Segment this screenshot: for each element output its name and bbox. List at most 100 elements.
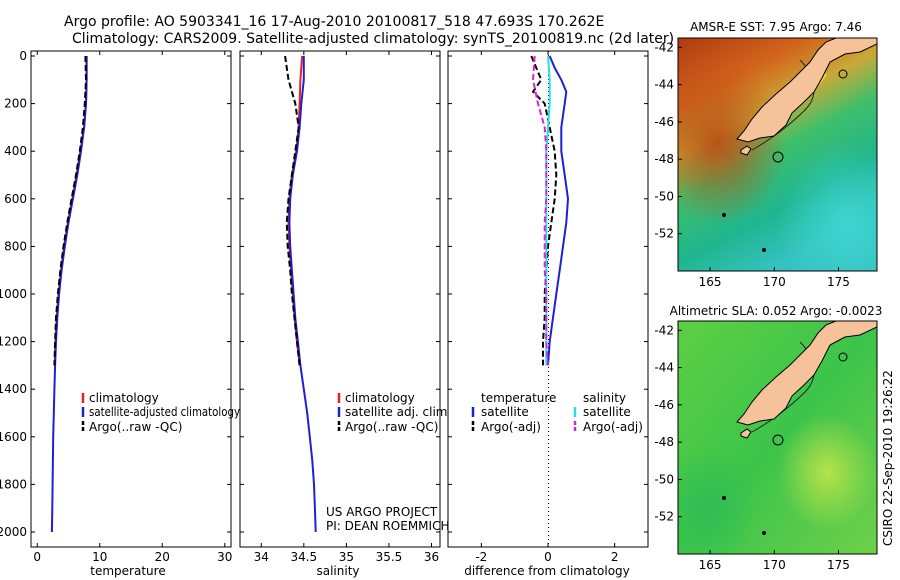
lat-tick-label: -44 <box>654 78 674 92</box>
timestamp: CSIRO 22-Sep-2010 19:26:22 <box>881 370 895 546</box>
difference-legend: temperature satellite Argo(-adj) salinit… <box>471 391 643 434</box>
sst-dot-2 <box>762 248 766 252</box>
depth-ticks: 0 200 400 600 800 1000 1200 1400 1600 1800 2000 <box>0 49 231 539</box>
temperature-xlabel: temperature <box>90 564 165 578</box>
difference-series <box>530 55 569 366</box>
x-tick-label: 20 <box>155 550 170 564</box>
x-tick-label: 0 <box>544 550 552 564</box>
depth-tick-label: 0 <box>19 49 27 63</box>
lon-tick-label: 165 <box>699 558 722 572</box>
lat-tick-label: -42 <box>654 323 674 337</box>
lon-tick-label: 170 <box>763 558 786 572</box>
x-tick-label: 35.5 <box>376 550 403 564</box>
salinity-axes-box <box>239 50 441 548</box>
lon-tick-label: 165 <box>699 275 722 289</box>
sla-low-patch <box>678 321 877 554</box>
series-satellite-adj-clim- <box>288 56 317 533</box>
series-temperature-argo-adj- <box>530 55 558 366</box>
sla-map-frame <box>677 320 878 555</box>
sla-island-marker <box>838 352 848 362</box>
series-temperature-satellite <box>547 55 569 366</box>
difference-panel: -2 0 2 difference from climatology tempera… <box>447 50 649 578</box>
lat-tick-label: -42 <box>654 40 674 54</box>
lon-tick-label: 175 <box>827 558 850 572</box>
lat-tick-label: -46 <box>654 115 674 129</box>
title-line-2: Climatology: CARS2009. Satellite-adjuste… <box>72 31 674 47</box>
sst-map-title: AMSR-E SST: 7.95 Argo: 7.46 <box>690 20 862 34</box>
sst-map-frame <box>677 37 878 272</box>
sla-stewart-island <box>740 428 752 439</box>
salinity-series <box>284 55 317 533</box>
sla-new-zealand-land <box>736 321 877 426</box>
x-tick-label: 34.5 <box>290 550 317 564</box>
sla-map: Altimetric SLA: 0.052 Argo: -0.0023 165 1… <box>654 304 882 572</box>
title-line-1: Argo profile: AO 5903341_16 17-Aug-2010 … <box>64 14 604 30</box>
lat-tick-label: -48 <box>654 152 674 166</box>
legend-label-satellite: satellite-adjusted climatology <box>89 405 240 419</box>
x-tick-label: 30 <box>217 550 232 564</box>
depth-tick-label: 600 <box>4 192 27 206</box>
sst-new-zealand-land <box>736 38 877 143</box>
lat-tick-label: -50 <box>654 189 674 203</box>
sla-map-ticks: 165 170 175 -42 -44 -46 -48 -50 -52 <box>654 323 850 572</box>
depth-tick-label: 1600 <box>0 430 27 444</box>
temperature-panel: 0 200 400 600 800 1000 1200 1400 1600 1800 2000 0 1… <box>0 49 240 578</box>
sst-stewart-island <box>740 145 752 156</box>
legend-label-sal-argo: Argo(-adj) <box>583 420 643 434</box>
series-argo-raw-qc- <box>284 55 301 366</box>
depth-tick-label: 400 <box>4 144 27 158</box>
salinity-panel: 34 34.5 35 35.5 36 salinity climatology sate… <box>239 50 451 578</box>
credit-project: US ARGO PROJECT <box>326 505 438 519</box>
x-tick-label: 10 <box>92 550 107 564</box>
series-salinity-argo-adj- <box>532 55 549 366</box>
x-tick-label: 0 <box>33 550 41 564</box>
legend-label-temp-satellite: satellite <box>481 405 529 419</box>
depth-tick-label: 1400 <box>0 382 27 396</box>
temperature-axes-box <box>30 50 232 548</box>
lat-tick-label: -52 <box>654 227 674 241</box>
lat-tick-label: -52 <box>654 510 674 524</box>
depth-tick-label: 1200 <box>0 335 27 349</box>
sst-map: AMSR-E SST: 7.95 Argo: 7.46 165 170 175 -42… <box>654 20 878 289</box>
difference-xlabel: difference from climatology <box>464 564 630 578</box>
series-satellite-adjusted-climatology <box>50 56 88 533</box>
lat-tick-label: -44 <box>654 361 674 375</box>
series-argo-raw-qc- <box>53 55 87 366</box>
salinity-xlabel: salinity <box>316 564 359 578</box>
salinity-ticks: 34 34.5 35 35.5 36 <box>254 51 439 564</box>
difference-depth-ticks <box>448 55 648 533</box>
sst-map-ticks: 165 170 175 -42 -44 -46 -48 -50 -52 <box>654 40 850 289</box>
difference-ticks: -2 0 2 <box>475 51 618 564</box>
legend-label-sal-satellite: satellite <box>583 405 631 419</box>
lat-tick-label: -50 <box>654 472 674 486</box>
x-tick-label: -2 <box>475 550 487 564</box>
lon-tick-label: 170 <box>763 275 786 289</box>
x-tick-label: 35 <box>339 550 354 564</box>
lat-tick-label: -46 <box>654 398 674 412</box>
legend-label-argo-sal: Argo(..raw -QC) <box>345 420 438 434</box>
lon-tick-label: 175 <box>827 275 850 289</box>
x-tick-label: 2 <box>611 550 619 564</box>
temperature-series <box>50 55 88 533</box>
legend-title-salinity: salinity <box>583 391 626 405</box>
legend-label-climatology-sal: climatology <box>345 391 415 405</box>
depth-tick-label: 1800 <box>0 477 27 491</box>
temperature-ticks: 0 10 20 30 <box>33 51 232 564</box>
legend-title-temperature: temperature <box>481 391 556 405</box>
credit-pi: PI: DEAN ROEMMICH <box>326 519 449 533</box>
salinity-depth-ticks <box>240 55 440 533</box>
sst-float-marker <box>772 151 784 163</box>
legend-label-argo: Argo(..raw -QC) <box>89 420 182 434</box>
sla-map-title: Altimetric SLA: 0.052 Argo: -0.0023 <box>670 304 883 318</box>
sla-dot-1 <box>722 496 726 500</box>
legend-label-temp-argo: Argo(-adj) <box>481 420 541 434</box>
legend-label-climatology: climatology <box>89 391 159 405</box>
sst-island-marker <box>838 69 848 79</box>
depth-tick-label: 2000 <box>0 525 27 539</box>
depth-tick-label: 1000 <box>0 287 27 301</box>
sla-float-marker <box>772 434 784 446</box>
x-tick-label: 34 <box>254 550 269 564</box>
temperature-legend: climatology satellite-adjusted climatolo… <box>81 391 240 434</box>
lat-tick-label: -48 <box>654 435 674 449</box>
